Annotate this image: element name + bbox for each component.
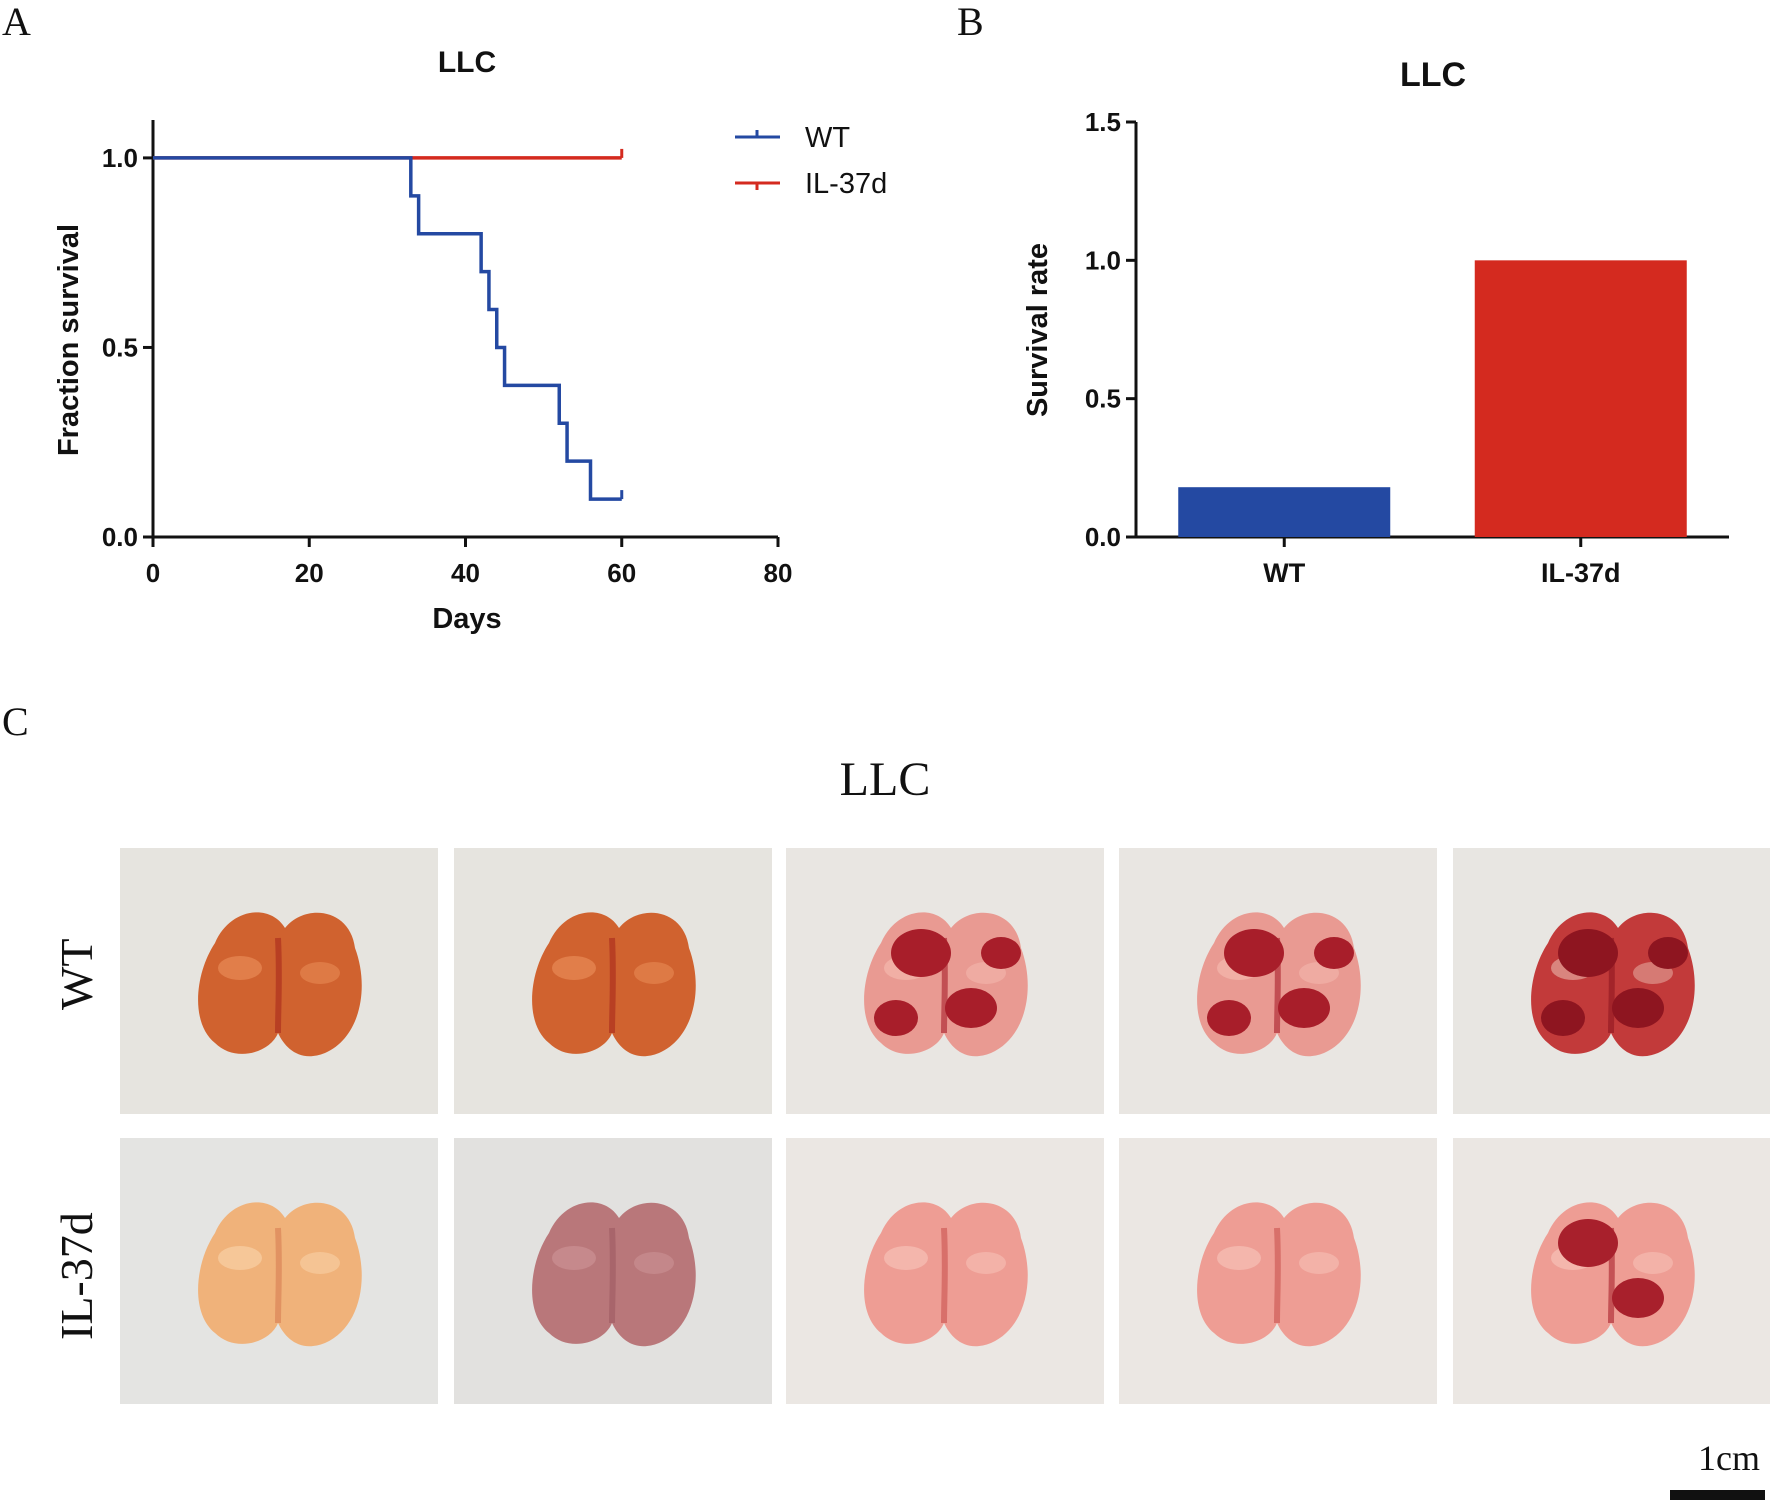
chart-a-xlabel: Days	[432, 603, 501, 635]
lung-photo-il37d-4	[1119, 1138, 1437, 1404]
chart-b-title: LLC	[1400, 56, 1466, 94]
chart-a-xtick-label: 80	[764, 558, 793, 588]
survival-rate-bar-chart: LLC 0.0 0.5 1.0 1.5 WT IL-37d Survival rate	[1022, 56, 1729, 588]
chart-a-ytick-label: 0.5	[102, 332, 138, 362]
lung-photo-il37d-3	[786, 1138, 1104, 1404]
legend-wt-label: WT	[805, 122, 850, 154]
lung-photo-il37d-5	[1453, 1138, 1770, 1404]
chart-b-category-label: IL-37d	[1541, 558, 1621, 588]
chart-a-xtick-label: 0	[146, 558, 160, 588]
chart-b-ytick-label: 1.5	[1085, 107, 1121, 137]
chart-a-ylabel: Fraction survival	[53, 224, 85, 456]
chart-b-ytick-label: 0.0	[1085, 522, 1121, 552]
chart-a-ytick-label: 0.0	[102, 522, 138, 552]
lung-photo-wt-3	[786, 848, 1104, 1114]
scale-bar	[1670, 1490, 1765, 1500]
legend-il37d-label: IL-37d	[805, 168, 887, 200]
chart-b-ylabel: Survival rate	[1022, 243, 1054, 417]
panel-letter-b: B	[957, 0, 984, 44]
photo-panel-title: LLC	[839, 753, 931, 806]
survival-curve-chart: LLC 0 20 40 60 80 0.0 0.5 1.0 Days Fraction su…	[53, 46, 887, 635]
lung-photo-wt-2	[454, 848, 772, 1114]
chart-a-ytick-label: 1.0	[102, 143, 138, 173]
chart-a-xtick-label: 40	[451, 558, 480, 588]
chart-b-ytick-label: 1.0	[1085, 245, 1121, 275]
series-wt-line	[153, 156, 622, 501]
chart-a-xtick-label: 60	[607, 558, 636, 588]
chart-b-category-label: WT	[1263, 558, 1305, 588]
chart-b-ytick-label: 0.5	[1085, 384, 1121, 414]
lung-photo-wt-5	[1453, 848, 1770, 1114]
chart-a-xtick-label: 20	[295, 558, 324, 588]
bar-wt	[1178, 487, 1391, 537]
lung-photo-wt-1	[120, 848, 438, 1114]
scale-bar-label: 1cm	[1698, 1438, 1760, 1478]
lung-photo-il37d-1	[120, 1138, 438, 1404]
chart-a-legend: WT IL-37d	[735, 122, 887, 200]
lung-photo-wt-4	[1119, 848, 1437, 1114]
lung-photo-il37d-2	[454, 1138, 772, 1404]
chart-a-title: LLC	[438, 46, 496, 79]
panel-letter-a: A	[2, 0, 31, 44]
panel-letter-c: C	[2, 699, 29, 744]
row-label-il37d: IL-37d	[51, 1212, 102, 1340]
row-label-wt: WT	[51, 938, 102, 1010]
bar-il37d	[1474, 260, 1687, 537]
